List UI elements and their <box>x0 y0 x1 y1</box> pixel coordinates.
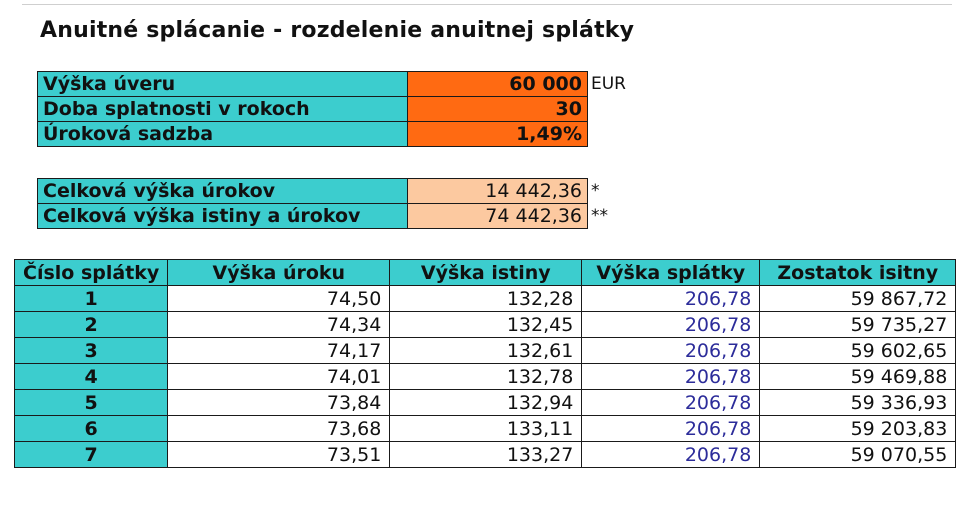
column-header-payment: Výška splátky <box>581 259 761 286</box>
remaining-cell: 59 070,55 <box>759 441 957 468</box>
principal-cell: 132,28 <box>389 285 583 312</box>
param-unit <box>588 122 648 147</box>
param-value[interactable]: 1,49% <box>407 121 588 147</box>
param-unit: EUR <box>591 74 626 94</box>
param-value[interactable]: 60 000 <box>407 71 588 97</box>
payment-cell: 206,78 <box>581 285 761 312</box>
payment-cell: 206,78 <box>581 337 761 364</box>
page-title: Anuitné splácanie - rozdelenie anuitnej … <box>40 18 635 43</box>
param-row-loan-amount: Výška úveru 60 000 EUR <box>37 71 648 97</box>
principal-cell: 133,11 <box>389 415 583 442</box>
param-row-term-years: Doba splatnosti v rokoch 30 <box>37 96 648 122</box>
installment-number: 1 <box>13 285 169 312</box>
table-row: 3 74,17 132,61 206,78 59 602,65 <box>13 337 957 364</box>
interest-cell: 74,17 <box>167 337 391 364</box>
interest-cell: 74,50 <box>167 285 391 312</box>
payment-cell: 206,78 <box>581 441 761 468</box>
column-header-remaining-principal: Zostatok isitny <box>759 259 957 286</box>
column-header-installment-number: Číslo splátky <box>13 259 169 286</box>
top-divider <box>22 4 952 5</box>
total-row-interest: Celková výška úrokov 14 442,36 * <box>37 178 648 204</box>
table-row: 1 74,50 132,28 206,78 59 867,72 <box>13 285 957 312</box>
installment-number: 7 <box>13 441 169 468</box>
remaining-cell: 59 602,65 <box>759 337 957 364</box>
principal-cell: 132,45 <box>389 311 583 338</box>
principal-cell: 133,27 <box>389 441 583 468</box>
principal-cell: 132,61 <box>389 337 583 364</box>
installment-number: 5 <box>13 389 169 416</box>
interest-cell: 74,34 <box>167 311 391 338</box>
payment-cell: 206,78 <box>581 389 761 416</box>
total-label: Celková výška úrokov <box>37 178 408 204</box>
table-row: 5 73,84 132,94 206,78 59 336,93 <box>13 389 957 416</box>
payment-cell: 206,78 <box>581 363 761 390</box>
repayment-schedule-table: Číslo splátky Výška úroku Výška istiny V… <box>13 259 957 468</box>
total-row-principal-and-interest: Celková výška istiny a úrokov 74 442,36 … <box>37 203 648 229</box>
param-unit <box>588 97 648 122</box>
payment-cell: 206,78 <box>581 415 761 442</box>
table-row: 4 74,01 132,78 206,78 59 469,88 <box>13 363 957 390</box>
interest-cell: 73,68 <box>167 415 391 442</box>
schedule-header-row: Číslo splátky Výška úroku Výška istiny V… <box>13 259 957 286</box>
table-row: 7 73,51 133,27 206,78 59 070,55 <box>13 441 957 468</box>
principal-cell: 132,94 <box>389 389 583 416</box>
remaining-cell: 59 336,93 <box>759 389 957 416</box>
total-footnote-mark: * <box>591 181 600 201</box>
column-header-interest: Výška úroku <box>167 259 391 286</box>
installment-number: 2 <box>13 311 169 338</box>
param-label: Výška úveru <box>37 71 408 97</box>
total-value: 74 442,36 <box>407 203 588 229</box>
total-label: Celková výška istiny a úrokov <box>37 203 408 229</box>
column-header-principal: Výška istiny <box>389 259 583 286</box>
principal-cell: 132,78 <box>389 363 583 390</box>
installment-number: 3 <box>13 337 169 364</box>
remaining-cell: 59 867,72 <box>759 285 957 312</box>
remaining-cell: 59 469,88 <box>759 363 957 390</box>
remaining-cell: 59 203,83 <box>759 415 957 442</box>
interest-cell: 73,51 <box>167 441 391 468</box>
installment-number: 6 <box>13 415 169 442</box>
table-row: 6 73,68 133,11 206,78 59 203,83 <box>13 415 957 442</box>
interest-cell: 73,84 <box>167 389 391 416</box>
interest-cell: 74,01 <box>167 363 391 390</box>
loan-parameters-table: Výška úveru 60 000 EUR Doba splatnosti v… <box>37 71 648 147</box>
remaining-cell: 59 735,27 <box>759 311 957 338</box>
total-footnote-mark: ** <box>591 206 608 226</box>
payment-cell: 206,78 <box>581 311 761 338</box>
total-value: 14 442,36 <box>407 178 588 204</box>
installment-number: 4 <box>13 363 169 390</box>
param-label: Úroková sadzba <box>37 121 408 147</box>
param-row-interest-rate: Úroková sadzba 1,49% <box>37 121 648 147</box>
totals-table: Celková výška úrokov 14 442,36 * Celková… <box>37 178 648 229</box>
table-row: 2 74,34 132,45 206,78 59 735,27 <box>13 311 957 338</box>
param-label: Doba splatnosti v rokoch <box>37 96 408 122</box>
param-value[interactable]: 30 <box>407 96 588 122</box>
